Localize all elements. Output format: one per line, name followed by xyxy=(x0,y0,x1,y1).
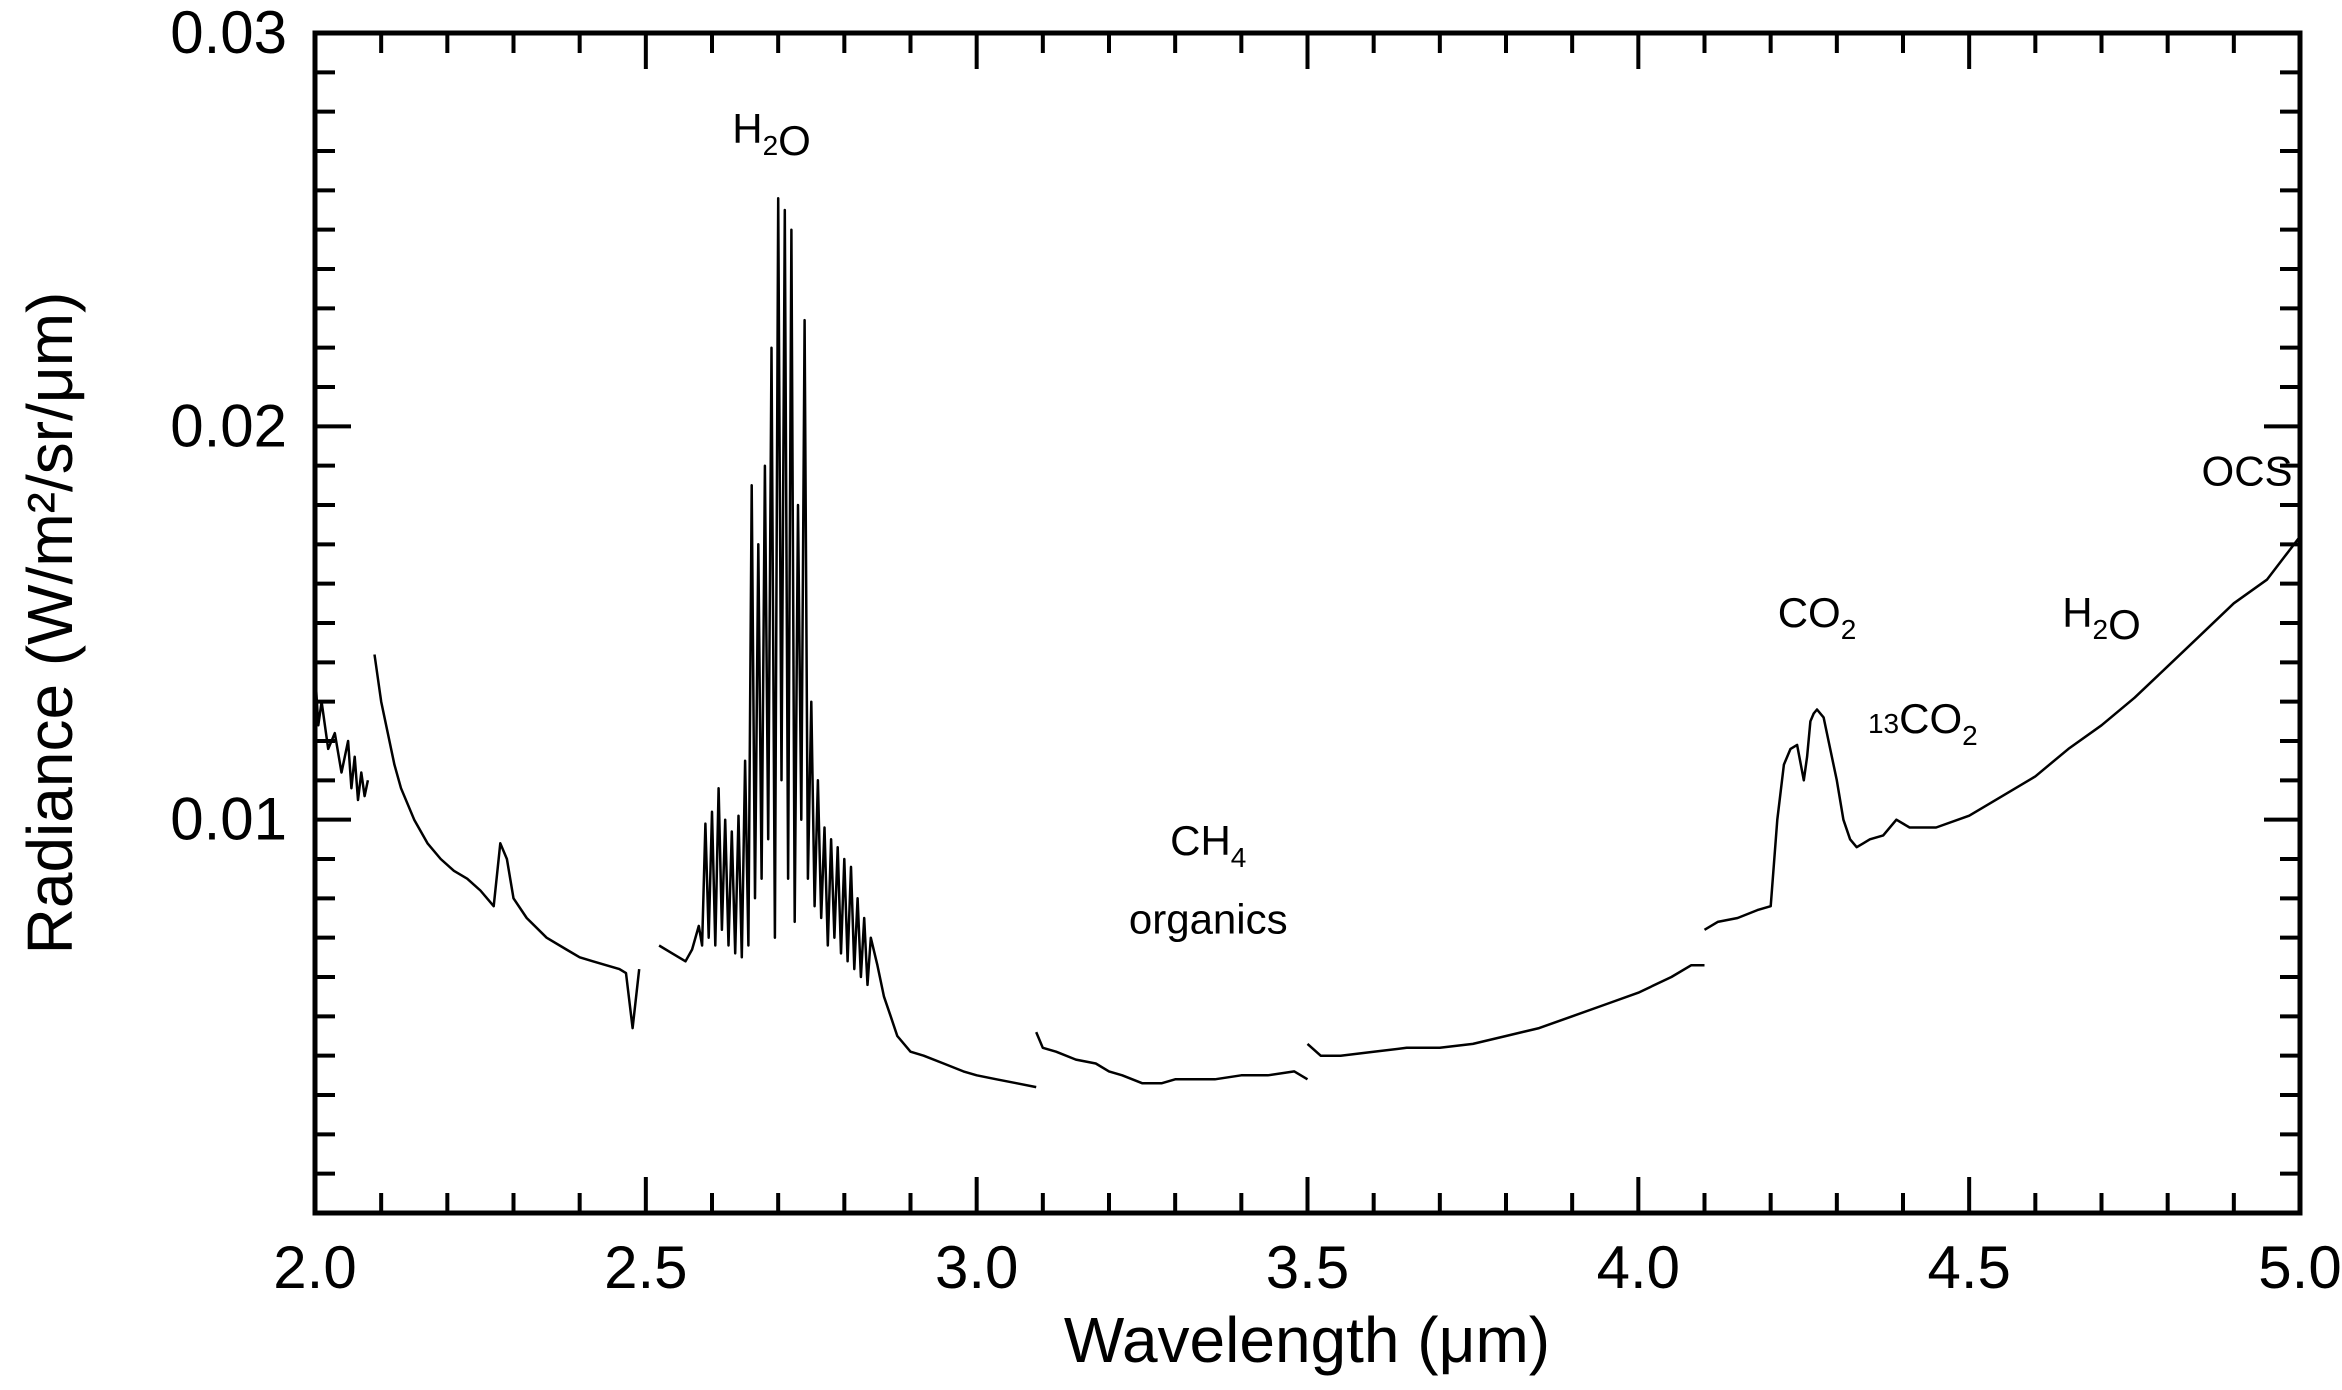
annotation-ch4: CH4 xyxy=(1170,817,1246,873)
x-tick-label: 2.0 xyxy=(273,1234,356,1301)
x-tick-label: 4.5 xyxy=(1927,1234,2010,1301)
x-axis-title: Wavelength (μm) xyxy=(1064,1304,1550,1376)
y-axis-title: Radiance (W/m²/sr/μm) xyxy=(14,292,86,955)
x-tick-label: 4.0 xyxy=(1597,1234,1680,1301)
annotation-h2o-right: H2O xyxy=(2062,589,2141,648)
x-tick-label: 5.0 xyxy=(2258,1234,2341,1301)
x-tick-label: 3.5 xyxy=(1266,1234,1349,1301)
annotation-13co2: 13CO2 xyxy=(1868,695,1978,751)
axis-ticks xyxy=(313,31,2302,1215)
spectrum-segment-3 xyxy=(658,196,1037,1089)
annotation-organics: organics xyxy=(1129,896,1288,943)
annotation-co2: CO2 xyxy=(1778,589,1857,645)
spectrum-segment-5 xyxy=(1306,963,1705,1057)
spectrum-segment-1 xyxy=(313,670,370,802)
annotation-h2o-main: H2O xyxy=(732,105,811,164)
y-tick-label: 0.03 xyxy=(170,0,287,66)
axis-tick-labels: 2.0 2.5 3.0 3.5 4.0 4.5 5.0 0.01 0.02 0.03 xyxy=(170,0,2341,1301)
y-tick-label: 0.02 xyxy=(170,392,287,459)
spectrum-segment-2 xyxy=(373,654,641,1030)
spectrum-segment-6 xyxy=(1703,535,2301,931)
y-tick-label: 0.01 xyxy=(170,786,287,853)
plot-frame xyxy=(312,30,2303,1216)
spectrum-segment-4 xyxy=(1035,1031,1309,1085)
x-tick-label: 3.0 xyxy=(935,1234,1018,1301)
x-tick-label: 2.5 xyxy=(604,1234,687,1301)
annotation-ocs: OCS xyxy=(2202,447,2293,494)
spectrum-lines xyxy=(313,196,2301,1089)
